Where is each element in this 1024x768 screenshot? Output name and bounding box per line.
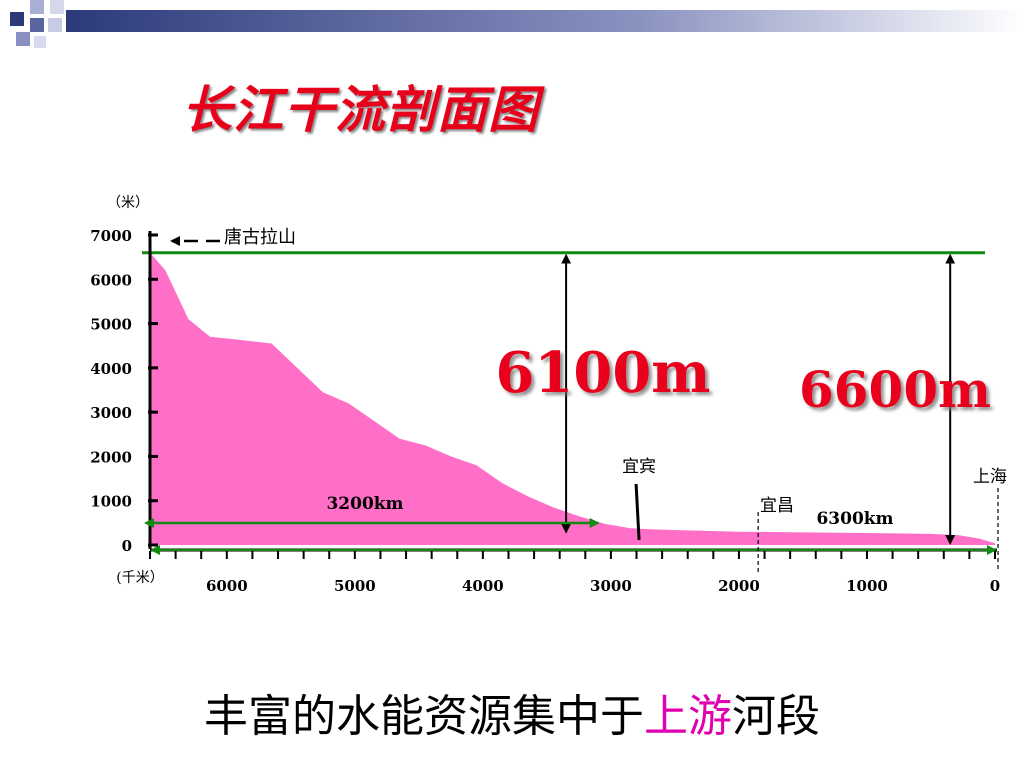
city-label-shanghai: 上海 <box>973 467 1007 487</box>
city-marker-yibin <box>634 483 641 541</box>
distance-label-3200: 3200km <box>326 494 403 514</box>
y-tick-label: 6000 <box>90 271 132 289</box>
x-tick-label: 1000 <box>846 577 888 595</box>
y-tick-label: 5000 <box>90 316 132 334</box>
height-label-6100: 6100m <box>495 340 710 406</box>
y-tick-label: 2000 <box>90 448 132 466</box>
y-tick-label: 3000 <box>90 404 132 422</box>
header-band <box>10 0 1024 48</box>
x-axis-label: (千米） <box>116 570 163 586</box>
page-title: 长江干流剖面图 <box>182 81 539 139</box>
x-tick-label: 4000 <box>462 577 504 595</box>
caption-text-end: 河段 <box>732 691 820 742</box>
caption: 丰富的水能资源集中于上游河段 <box>0 680 1024 744</box>
y-tick-label: 1000 <box>90 493 132 511</box>
y-axis-label: （米） <box>107 195 149 211</box>
height-label-6600: 6600m <box>799 360 991 419</box>
city-label-yichang: 宜昌 <box>760 496 794 516</box>
x-tick-label: 5000 <box>334 577 376 595</box>
distance-label-6300: 6300km <box>816 509 893 529</box>
caption-text: 丰富的水能资源集中于 <box>204 691 644 742</box>
x-tick-label: 2000 <box>718 577 760 595</box>
x-tick-label: 6000 <box>206 577 248 595</box>
profile-area <box>150 252 995 545</box>
caption-highlight: 上游 <box>644 691 732 742</box>
x-tick-label: 3000 <box>590 577 632 595</box>
y-tick-label: 0 <box>122 537 132 555</box>
x-tick-label: 0 <box>990 577 1000 595</box>
city-label-yibin: 宜宾 <box>622 457 656 477</box>
y-tick-label: 7000 <box>90 227 132 245</box>
profile-chart: 7000 6000 5000 4000 3000 2000 1000 0 （米） 6000 5000… <box>90 195 1007 595</box>
y-tick-label: 4000 <box>90 360 132 378</box>
peak-label: 唐古拉山 <box>224 227 296 248</box>
